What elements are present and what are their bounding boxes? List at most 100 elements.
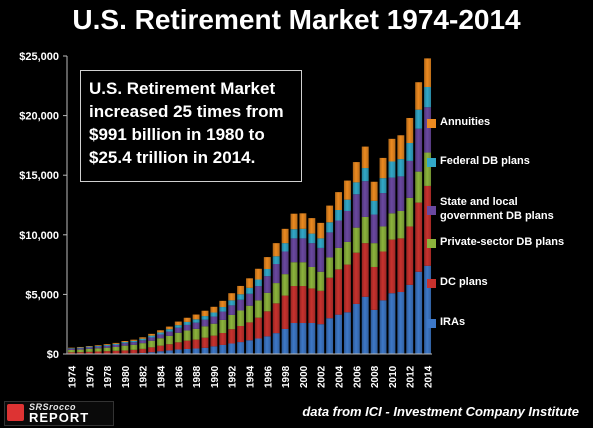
bar-segment <box>281 274 289 296</box>
bar-segment <box>174 325 182 328</box>
bar-segment <box>192 348 200 354</box>
bar-segment <box>343 180 351 200</box>
bar-segment <box>281 251 289 275</box>
bar-segment <box>254 268 262 280</box>
x-tick-label: 2006 <box>352 365 363 388</box>
bar-segment <box>335 314 342 354</box>
x-tick-label: 1982 <box>139 365 150 388</box>
bar-segment <box>415 109 423 129</box>
bar-segment <box>424 107 432 153</box>
callout-line: U.S. Retirement Market <box>89 79 276 98</box>
bar-segment <box>85 346 93 348</box>
bar-segment <box>281 243 289 252</box>
bar-segment <box>263 257 271 270</box>
bar-segment <box>379 251 387 301</box>
bar-segment <box>121 343 129 346</box>
x-tick-label: 1984 <box>157 365 168 388</box>
bar-segment <box>299 228 307 239</box>
bar-segment <box>85 351 93 354</box>
bar-segment <box>361 296 369 354</box>
bar-segment <box>228 305 236 315</box>
bar-segment <box>183 348 191 354</box>
legend-label: government DB plans <box>440 210 554 222</box>
bar-segment <box>379 193 387 227</box>
bar-segment <box>130 344 138 350</box>
bar-segment <box>67 348 75 350</box>
bar-segment <box>121 342 129 344</box>
bar-segment <box>317 238 325 248</box>
bar-segment <box>219 300 227 308</box>
bar-segment <box>272 243 280 257</box>
bar-segment <box>210 316 218 324</box>
bar-segment <box>103 345 111 348</box>
bar-segment <box>246 305 253 323</box>
x-tick-label: 2014 <box>424 365 435 388</box>
bar-segment <box>174 327 182 333</box>
bar-segment <box>148 333 156 336</box>
bar-segment <box>246 287 253 294</box>
bar-segment <box>210 346 218 354</box>
bar-segment <box>388 161 396 178</box>
bar-segment <box>352 182 360 195</box>
bar-segment <box>343 312 351 354</box>
bar-segment <box>174 332 182 343</box>
bar-segment <box>85 347 93 349</box>
bar-segment <box>424 86 432 108</box>
bar-segment <box>219 333 227 345</box>
bar-segment <box>290 213 298 230</box>
bar-segment <box>67 349 75 353</box>
bar-segment <box>317 222 325 239</box>
x-tick-label: 1996 <box>263 365 274 388</box>
y-tick-label: $5,000 <box>25 289 59 301</box>
bar-segment <box>228 293 236 301</box>
bar-segment <box>246 293 253 306</box>
legend-label: Federal DB plans <box>440 155 530 167</box>
bar-segment <box>139 352 147 354</box>
bar-segment <box>103 347 111 352</box>
bar-segment <box>112 342 120 344</box>
bar-segment <box>76 352 84 354</box>
bar-segment <box>219 319 227 334</box>
bar-segment <box>183 340 191 349</box>
bar-segment <box>112 350 120 354</box>
x-tick-label: 2002 <box>317 365 328 388</box>
bar-segment <box>263 311 271 337</box>
bar-segment <box>281 228 289 244</box>
bar-segment <box>352 194 360 228</box>
x-tick-label: 2000 <box>299 365 310 388</box>
bar-segment <box>67 352 75 354</box>
bar-segment <box>308 323 316 354</box>
logo-line2: REPORT <box>29 410 90 425</box>
legend-swatch <box>427 279 436 288</box>
bar-segment <box>415 82 423 110</box>
bar-segment <box>237 299 245 311</box>
bar-segment <box>94 351 102 354</box>
bar-segment <box>335 192 342 211</box>
legend-swatch <box>427 158 436 167</box>
bar-segment <box>361 216 369 244</box>
x-tick-label: 1986 <box>174 365 185 388</box>
bar-segment <box>165 335 173 345</box>
chart-title: U.S. Retirement Market 1974-2014 <box>72 4 521 35</box>
x-tick-label: 1994 <box>246 365 257 388</box>
bar-segment <box>308 233 316 244</box>
bar-segment <box>335 220 342 248</box>
bar-segment <box>192 314 200 320</box>
bar-segment <box>157 351 164 354</box>
bar-segment <box>406 160 414 198</box>
bar-segment <box>148 335 156 338</box>
x-tick-label: 2010 <box>388 365 399 388</box>
x-tick-label: 1980 <box>121 365 132 388</box>
bar-segment <box>183 317 191 322</box>
bar-segment <box>183 324 191 331</box>
bar-segment <box>388 138 396 162</box>
bar-segment <box>352 303 360 354</box>
bar-segment <box>254 286 262 301</box>
bar-segment <box>192 322 200 329</box>
bar-segment <box>148 347 156 353</box>
bar-segment <box>237 310 245 326</box>
bar-segment <box>326 257 334 278</box>
legend-swatch <box>427 319 436 328</box>
bar-segment <box>157 334 164 339</box>
